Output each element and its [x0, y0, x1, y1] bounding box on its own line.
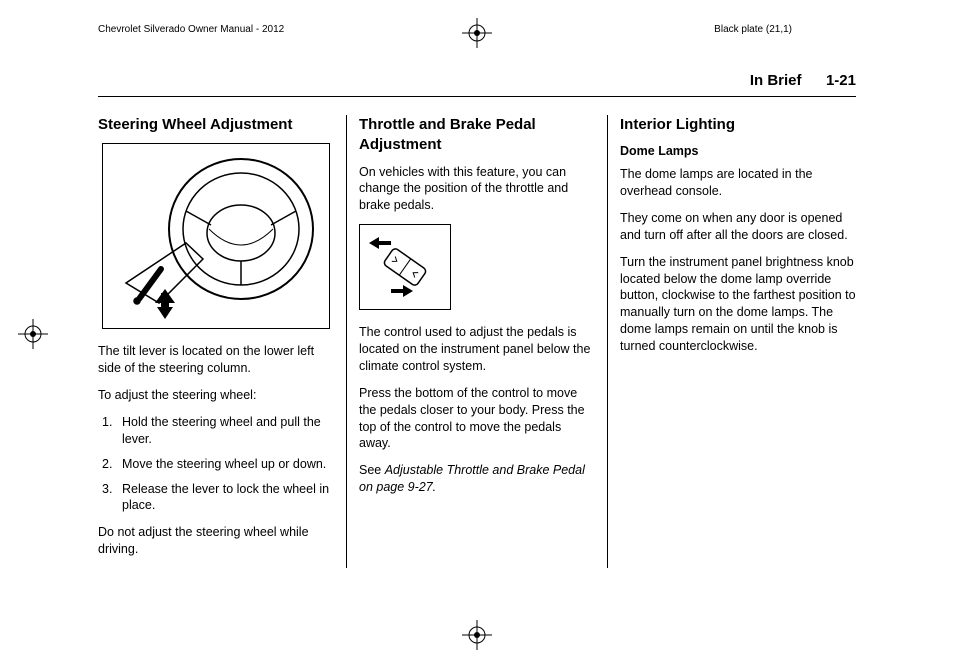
body-text: To adjust the steering wheel:	[98, 387, 334, 404]
heading-throttle: Throttle and Brake Pedal Adjustment	[359, 115, 595, 156]
column-throttle: Throttle and Brake Pedal Adjustment On v…	[346, 115, 607, 568]
steering-wheel-icon	[111, 151, 321, 321]
columns: Steering Wheel Adjustment	[98, 115, 856, 568]
body-text: They come on when any door is opened and…	[620, 210, 856, 244]
print-header: Chevrolet Silverado Owner Manual - 2012 …	[0, 24, 954, 44]
pedal-control-icon	[365, 229, 445, 305]
figure-pedal-control	[359, 224, 451, 310]
section-name: In Brief	[750, 72, 802, 89]
column-steering: Steering Wheel Adjustment	[98, 115, 346, 568]
body-text: On vehicles with this feature, you can c…	[359, 164, 595, 215]
figure-steering-wheel	[102, 143, 330, 329]
page-number: 1-21	[826, 72, 856, 89]
plate-info: Black plate (21,1)	[714, 24, 792, 35]
subheading-dome: Dome Lamps	[620, 143, 856, 160]
body-text: The tilt lever is located on the lower l…	[98, 343, 334, 377]
page-content: In Brief 1-21 Steering Wheel Adjustment	[98, 72, 856, 610]
list-item: 2.Move the steering wheel up or down.	[102, 456, 334, 473]
list-item: 1.Hold the steering wheel and pull the l…	[102, 414, 334, 448]
list-item: 3.Release the lever to lock the wheel in…	[102, 481, 334, 515]
body-text: The dome lamps are located in the overhe…	[620, 166, 856, 200]
registration-mark-bottom	[462, 620, 492, 650]
crosshair-icon	[462, 620, 492, 650]
column-lighting: Interior Lighting Dome Lamps The dome la…	[607, 115, 856, 568]
body-text: Do not adjust the steering wheel while d…	[98, 524, 334, 558]
manual-title: Chevrolet Silverado Owner Manual - 2012	[98, 24, 284, 35]
body-text: Press the bottom of the control to move …	[359, 385, 595, 453]
body-text: Turn the instrument panel brightness kno…	[620, 254, 856, 355]
heading-steering: Steering Wheel Adjustment	[98, 115, 334, 135]
registration-mark-left	[18, 319, 48, 349]
page-header: In Brief 1-21	[98, 72, 856, 97]
crosshair-icon	[18, 319, 48, 349]
steps-list: 1.Hold the steering wheel and pull the l…	[102, 414, 334, 514]
heading-lighting: Interior Lighting	[620, 115, 856, 135]
body-text: The control used to adjust the pedals is…	[359, 324, 595, 375]
see-reference: See Adjustable Throttle and Brake Pedal …	[359, 462, 595, 496]
